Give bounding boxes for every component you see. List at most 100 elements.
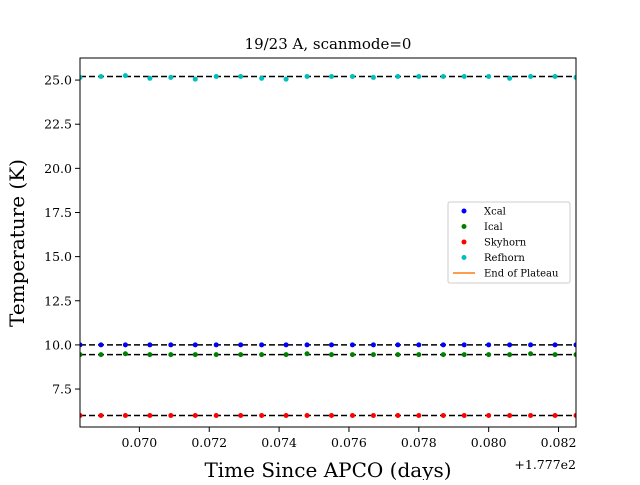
legend-label: Refhorn <box>484 253 525 264</box>
data-point-skyhorn <box>192 413 198 419</box>
data-point-ical <box>238 352 244 358</box>
data-point-skyhorn <box>395 413 401 419</box>
data-point-ical <box>328 352 334 358</box>
data-point-skyhorn <box>213 413 219 419</box>
data-point-skyhorn <box>370 413 376 419</box>
data-point-xcal <box>395 342 401 348</box>
x-axis-label: Time Since APCO (days) <box>204 458 451 480</box>
data-point-xcal <box>552 342 558 348</box>
data-point-skyhorn <box>349 413 355 419</box>
data-point-skyhorn <box>528 413 534 419</box>
plot-frame <box>79 57 577 428</box>
legend: Xcal Ical Skyhorn Refhorn End of Plateau <box>447 201 571 284</box>
x-tick-label: 0.074 <box>261 435 297 450</box>
y-tick-label: 12.5 <box>44 293 72 308</box>
data-point-xcal <box>192 342 198 348</box>
legend-marker <box>461 208 467 214</box>
data-point-skyhorn <box>440 413 446 419</box>
data-point-skyhorn <box>122 413 128 419</box>
data-point-ical <box>259 352 265 358</box>
plot-content <box>80 73 576 419</box>
data-point-skyhorn <box>259 413 265 419</box>
data-point-refhorn <box>80 74 83 80</box>
data-point-xcal <box>370 342 376 348</box>
data-point-ical <box>147 352 153 358</box>
data-point-xcal <box>98 342 104 348</box>
data-point-skyhorn <box>328 413 334 419</box>
data-point-refhorn <box>461 74 467 80</box>
data-point-xcal <box>259 342 265 348</box>
y-tick-label: 15.0 <box>44 249 72 264</box>
data-point-refhorn <box>528 74 534 80</box>
data-point-skyhorn <box>461 413 467 419</box>
data-point-ical <box>213 352 219 358</box>
data-point-refhorn <box>122 73 128 79</box>
y-tick-label: 10.0 <box>44 337 72 352</box>
data-point-refhorn <box>238 74 244 80</box>
data-point-ical <box>395 352 401 358</box>
data-point-ical <box>507 352 513 358</box>
data-point-xcal <box>440 342 446 348</box>
data-point-xcal <box>528 342 534 348</box>
data-point-skyhorn <box>416 413 422 419</box>
data-point-refhorn <box>552 74 558 80</box>
data-point-refhorn <box>192 76 198 82</box>
data-point-skyhorn <box>168 413 174 419</box>
data-point-ical <box>440 352 446 358</box>
data-point-ical <box>192 352 198 358</box>
data-point-refhorn <box>507 75 513 81</box>
data-point-refhorn <box>370 74 376 80</box>
data-point-refhorn <box>573 74 576 80</box>
x-tick-label: 0.076 <box>331 435 367 450</box>
data-point-xcal <box>147 342 153 348</box>
data-point-xcal <box>486 342 492 348</box>
data-point-xcal <box>304 342 310 348</box>
data-point-ical <box>528 351 534 357</box>
legend-marker <box>461 224 467 229</box>
data-point-xcal <box>213 342 219 348</box>
data-point-skyhorn <box>238 413 244 419</box>
y-axis-label: Temperature (K) <box>5 159 29 327</box>
data-point-xcal <box>507 342 513 348</box>
data-point-xcal <box>416 342 422 348</box>
legend-label: Ical <box>484 222 503 233</box>
data-point-ical <box>573 352 576 358</box>
data-point-ical <box>98 352 104 358</box>
y-tick-label: 22.5 <box>44 117 72 132</box>
data-point-xcal <box>122 342 128 348</box>
y-tick-label: 17.5 <box>44 205 72 220</box>
data-point-ical <box>461 352 467 358</box>
data-point-skyhorn <box>552 413 558 419</box>
x-tick-label: 0.070 <box>121 435 157 450</box>
data-point-refhorn <box>147 75 153 81</box>
x-tick-label: 0.080 <box>471 435 507 450</box>
data-point-xcal <box>238 342 244 348</box>
data-point-skyhorn <box>507 413 513 419</box>
data-point-skyhorn <box>283 413 289 419</box>
data-point-refhorn <box>259 75 265 81</box>
data-point-skyhorn <box>304 413 310 419</box>
data-point-refhorn <box>98 74 104 80</box>
data-point-ical <box>168 352 174 358</box>
y-tick-label: 7.5 <box>52 382 72 397</box>
data-point-skyhorn <box>80 413 83 419</box>
data-point-refhorn <box>440 74 446 80</box>
data-point-xcal <box>80 342 83 348</box>
y-tick-label: 25.0 <box>44 73 72 88</box>
data-point-refhorn <box>395 74 401 80</box>
data-point-ical <box>304 351 310 357</box>
legend-label: End of Plateau <box>484 269 559 280</box>
y-axis: 7.5 10.0 12.5 15.0 17.5 20.0 22.5 25.0 <box>44 73 80 397</box>
data-point-skyhorn <box>486 413 492 419</box>
x-axis: 0.070 0.072 0.074 0.076 0.078 0.080 0.082 <box>121 427 576 450</box>
y-tick-label: 20.0 <box>44 161 72 176</box>
data-point-ical <box>349 352 355 358</box>
data-point-ical <box>122 351 128 357</box>
data-point-xcal <box>283 342 289 348</box>
legend-label: Skyhorn <box>484 238 527 249</box>
data-point-xcal <box>573 342 576 348</box>
data-point-ical <box>80 352 83 358</box>
data-point-refhorn <box>168 74 174 80</box>
